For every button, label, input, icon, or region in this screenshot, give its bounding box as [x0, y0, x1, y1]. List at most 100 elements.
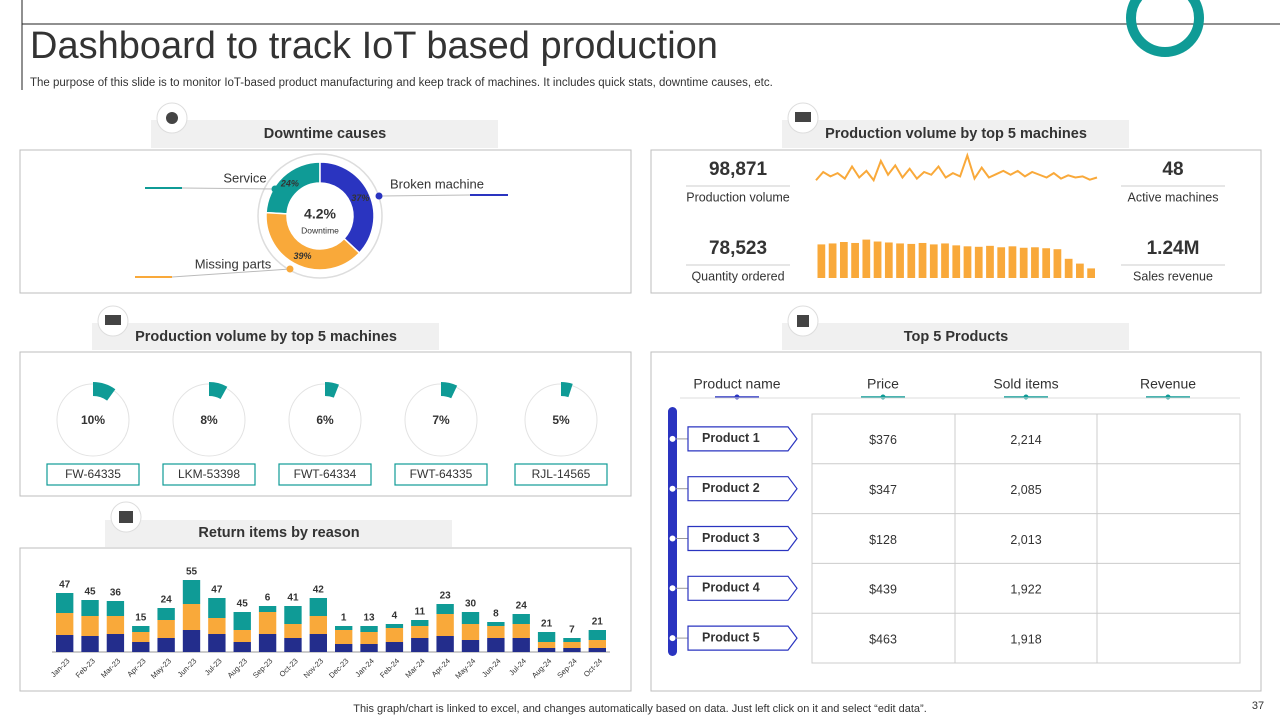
- total-label: 21: [541, 619, 553, 630]
- spark-bar: [828, 243, 837, 278]
- total-label: 41: [287, 593, 299, 604]
- product-pill: [687, 575, 798, 601]
- bar-segment: [208, 598, 226, 618]
- bar-segment: [335, 644, 353, 652]
- panel-title: Production volume by top 5 machines: [135, 329, 397, 345]
- bar-segment: [436, 614, 454, 636]
- kpi-value: 98,871: [709, 159, 768, 180]
- total-label: 21: [592, 617, 604, 628]
- bar-segment: [411, 638, 429, 652]
- spark-bar: [1087, 268, 1095, 278]
- kpi-value: 48: [1162, 159, 1183, 180]
- bar-segment: [106, 601, 125, 616]
- machine-box: [514, 463, 608, 486]
- column-header: Revenue: [1140, 376, 1196, 392]
- machine-name: RJL-14565: [532, 467, 591, 481]
- bar-segment: [208, 618, 226, 634]
- bar-segment: [385, 624, 404, 628]
- bar-segment: [487, 638, 505, 652]
- total-label: 13: [363, 613, 375, 624]
- gauge-value: 5%: [552, 413, 570, 427]
- bar-segment: [81, 636, 99, 652]
- timeline-bar: [668, 407, 677, 656]
- bar-segment: [512, 624, 530, 638]
- bar-segment: [182, 630, 201, 652]
- spark-bar: [851, 242, 859, 278]
- panel-tab: [105, 520, 452, 547]
- product-pill: [687, 476, 798, 502]
- table-cell: 2,085: [1010, 483, 1041, 497]
- timeline-dot: [669, 485, 676, 492]
- total-label: 15: [135, 613, 147, 624]
- title: Dashboard to track IoT based production: [30, 25, 718, 67]
- icon-glyph: [797, 315, 809, 327]
- total-label: 1: [341, 613, 347, 624]
- bar-segment: [588, 640, 606, 648]
- icon-glyph: [105, 315, 121, 325]
- product-name: Product 1: [702, 431, 760, 445]
- panel-tab: [92, 323, 439, 350]
- total-label: 11: [414, 607, 425, 618]
- donut-center-label: Downtime: [301, 225, 339, 235]
- bar-segment: [284, 606, 302, 624]
- table-cell: $128: [869, 533, 897, 547]
- bar-segment: [106, 634, 125, 652]
- header-dot: [1165, 394, 1171, 400]
- gauge-value: 7%: [432, 413, 450, 427]
- total-label: 36: [110, 588, 122, 599]
- total-label: 45: [84, 587, 96, 598]
- gauge-wedge: [441, 382, 458, 399]
- icon-glyph: [795, 112, 811, 122]
- product-name: Product 4: [702, 581, 760, 595]
- spark-bar: [907, 243, 916, 278]
- total-label: 30: [465, 599, 477, 610]
- sparkline: [815, 152, 1098, 183]
- legend-label: Service: [223, 170, 266, 185]
- kpi-label: Production volume: [686, 190, 790, 204]
- panel-title: Top 5 Products: [904, 329, 1008, 345]
- bar-segment: [106, 616, 125, 634]
- bar-segment: [56, 593, 74, 613]
- machine-box: [162, 463, 256, 486]
- total-label: 42: [313, 585, 325, 596]
- spark-bar: [817, 244, 826, 278]
- bar-segment: [487, 622, 505, 626]
- segment-label: 37%: [351, 193, 369, 203]
- kpi-label: Quantity ordered: [691, 269, 784, 283]
- total-label: 45: [237, 599, 249, 610]
- total-label: 24: [516, 601, 528, 612]
- bar-segment: [56, 635, 74, 652]
- callout-leader: [181, 187, 276, 190]
- product-pill: [687, 525, 798, 552]
- spark-bar: [1064, 258, 1073, 278]
- gauge-value: 8%: [200, 413, 218, 427]
- bar-segment: [132, 642, 150, 652]
- header-dot: [734, 394, 740, 400]
- table-cell: 2,214: [1010, 433, 1041, 447]
- callout-dot: [375, 192, 383, 200]
- machine-name: LKM-53398: [178, 467, 240, 481]
- bar-segment: [436, 636, 454, 652]
- bar-segment: [233, 612, 251, 630]
- donut-outer-ring: [257, 153, 383, 279]
- timeline-dot: [669, 435, 676, 442]
- callout-leader: [378, 194, 471, 197]
- bar-segment: [157, 608, 175, 620]
- bar-segment: [360, 644, 378, 652]
- donut-segment: [265, 211, 361, 271]
- bar-segment: [182, 604, 201, 630]
- spark-bar: [963, 246, 972, 278]
- total-label: 47: [211, 585, 223, 596]
- product-pill: [687, 625, 798, 651]
- segment-label: 24%: [280, 178, 299, 188]
- bar-segment: [258, 634, 277, 652]
- column-header: Sold items: [993, 376, 1058, 392]
- decor-ring: [1126, 0, 1204, 57]
- legend-label: Broken machine: [390, 176, 484, 191]
- icon-glyph: [166, 112, 178, 124]
- bar-segment: [157, 638, 175, 652]
- total-label: 6: [265, 593, 271, 604]
- table-cell: $347: [869, 483, 897, 497]
- bar-segment: [284, 624, 302, 638]
